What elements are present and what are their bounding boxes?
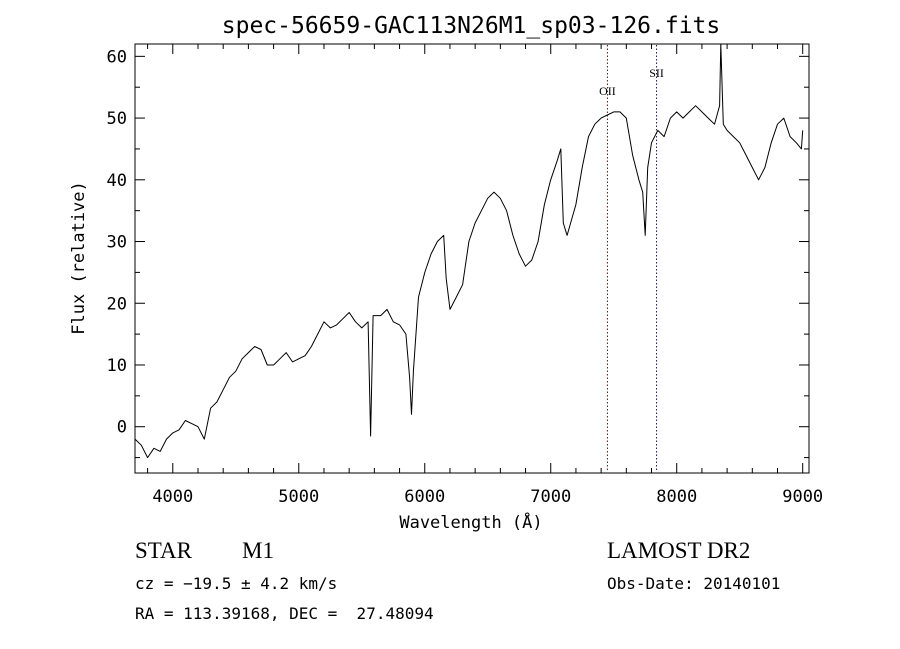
x-tick-label-3: 7000 — [530, 487, 571, 507]
survey-label: LAMOST DR2 — [607, 538, 751, 563]
spectrum-line-0 — [134, 43, 804, 459]
y-axis-label: Flux (relative) — [69, 181, 89, 335]
sky-coordinates: RA = 113.39168, DEC = 27.48094 — [135, 604, 434, 623]
y-tick-label-5: 50 — [107, 109, 127, 129]
line-marker-label-1: SII — [649, 66, 664, 80]
x-tick-label-1: 5000 — [278, 487, 319, 507]
plot-frame — [134, 43, 810, 474]
y-tick-label-4: 40 — [107, 171, 127, 191]
redshift-velocity: cz = −19.5 ± 4.2 km/s — [135, 574, 338, 593]
y-tick-label-1: 10 — [107, 356, 127, 376]
x-tick-label-4: 8000 — [656, 487, 697, 507]
x-axis-label: Wavelength (Å) — [399, 511, 542, 533]
x-tick-label-0: 4000 — [152, 487, 193, 507]
y-tick-label-2: 20 — [107, 294, 127, 314]
axis-ticks: 4000 5000 6000 7000 8000 9000 0 10 20 30 40 50 60 — [107, 44, 823, 507]
x-tick-label-5: 9000 — [782, 487, 823, 507]
chart-title: spec-56659-GAC113N26M1_sp03-126.fits — [222, 13, 721, 39]
object-class-label: STAR — [135, 538, 192, 563]
object-subclass-label: M1 — [242, 538, 274, 563]
y-tick-label-0: 0 — [117, 418, 127, 438]
spectrum-plot-area: OII SII — [134, 43, 804, 472]
line-marker-label-0: OII — [599, 84, 616, 98]
y-tick-label-3: 30 — [107, 233, 127, 253]
observation-date: Obs-Date: 20140101 — [607, 574, 781, 593]
x-tick-label-2: 6000 — [404, 487, 445, 507]
y-tick-label-6: 60 — [107, 47, 127, 67]
